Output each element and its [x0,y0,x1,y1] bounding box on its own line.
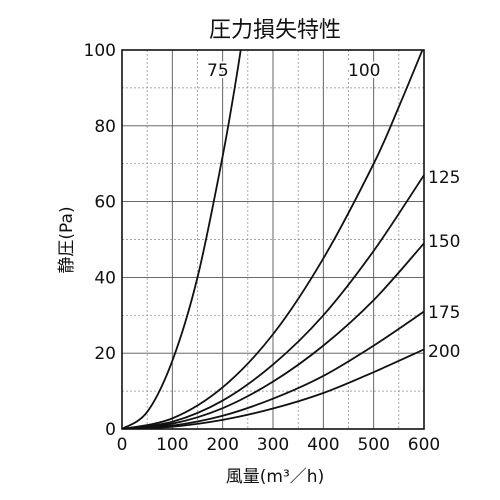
y-tick-20: 20 [94,344,116,364]
curve-label-200: 200 [428,342,460,362]
x-tick-0: 0 [117,435,128,455]
y-tick-labels: 0 20 40 60 80 100 [84,41,116,440]
curve-label-75: 75 [207,61,229,81]
curve-label-125: 125 [428,168,460,188]
y-tick-0: 0 [105,420,116,440]
plot-frame [121,49,425,430]
y-tick-40: 40 [94,268,116,288]
x-tick-200: 200 [206,435,238,455]
curve-75 [122,50,242,429]
chart-title: 圧力損失特性 [209,18,341,43]
curves [122,50,424,429]
curve-label-150: 150 [428,232,460,252]
y-axis-label: 静圧(Pa) [57,206,77,273]
x-axis-label: 風量(m³／h) [226,467,324,487]
curve-200 [122,348,424,429]
x-tick-500: 500 [357,435,389,455]
y-tick-100: 100 [84,41,116,61]
y-tick-60: 60 [94,193,116,213]
grid [122,50,424,429]
curve-100 [122,50,424,429]
x-tick-labels: 0 100 200 300 400 500 600 [117,435,441,455]
x-tick-100: 100 [156,435,188,455]
x-tick-400: 400 [307,435,339,455]
y-tick-80: 80 [94,117,116,137]
curve-labels: 75 100 125 150 175 200 [205,59,460,362]
x-tick-600: 600 [408,435,440,455]
curve-125 [122,174,424,429]
x-tick-300: 300 [257,435,289,455]
curve-label-100: 100 [348,61,380,81]
curve-175 [122,310,424,429]
curve-150 [122,242,424,429]
curve-label-175: 175 [428,303,460,323]
